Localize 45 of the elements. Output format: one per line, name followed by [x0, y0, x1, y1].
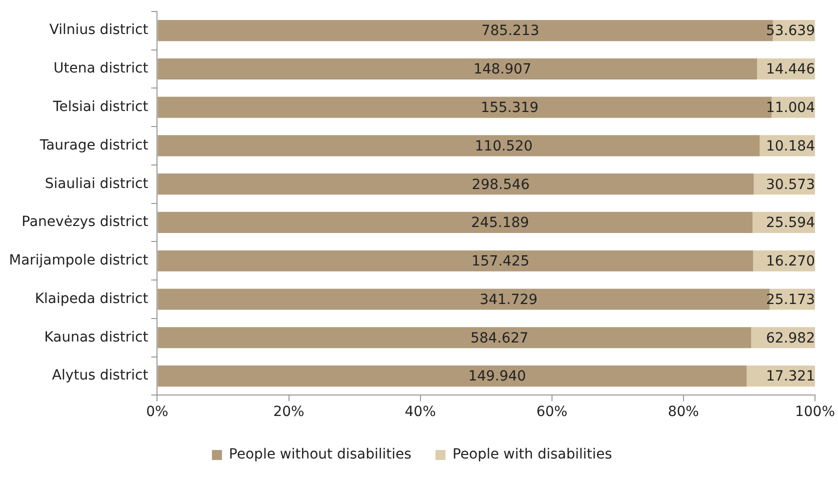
- annotation: 25.173: [766, 292, 815, 308]
- bar: [158, 135, 760, 156]
- annotation: 10.184: [766, 138, 816, 154]
- annotation: 62.982: [766, 330, 815, 346]
- y-tick-label: Panevėzys district: [22, 214, 149, 230]
- annotation: 298.546: [472, 176, 530, 193]
- x-tick-label: 60%: [536, 404, 568, 420]
- annotation: 584.627: [470, 330, 528, 346]
- annotation: 149.940: [468, 368, 526, 385]
- y-tick-label: Utena district: [54, 60, 149, 77]
- legend-label: People without disabilities: [228, 446, 412, 463]
- annotation: 30.573: [766, 176, 815, 193]
- y-tick-label: Klaipeda district: [34, 290, 149, 307]
- annotation: 14.446: [766, 62, 816, 78]
- y-tick-label: Taurage district: [38, 137, 149, 154]
- annotation: 155.319: [480, 100, 539, 116]
- x-tick-label: 80%: [668, 404, 699, 420]
- annotation: 110.520: [474, 138, 533, 154]
- legend-label: People with disabilities: [452, 446, 612, 463]
- annotation: 785.213: [481, 23, 540, 40]
- annotation: 148.907: [473, 62, 532, 78]
- y-tick-label: Vilnius district: [49, 22, 149, 38]
- y-tick-label: Marijampole district: [8, 252, 149, 269]
- y-tick-label: Siauliai district: [44, 176, 149, 192]
- annotation: 17.321: [766, 368, 815, 385]
- bar: [158, 365, 747, 387]
- x-tick-label: 20%: [273, 404, 304, 420]
- bar: [158, 327, 752, 348]
- bar: [158, 212, 752, 234]
- bar: [158, 58, 758, 80]
- annotation: 341.729: [480, 292, 538, 308]
- bar: [158, 174, 754, 195]
- annotation: 245.189: [471, 215, 530, 232]
- annotation: 16.270: [766, 254, 815, 270]
- annotation: 11.004: [766, 100, 816, 116]
- annotation: 53.639: [766, 23, 815, 40]
- y-tick-label: Telsiai district: [52, 98, 149, 115]
- annotation: 25.594: [766, 215, 816, 232]
- x-tick-label: 40%: [404, 404, 436, 420]
- x-tick-label: 100%: [794, 404, 836, 420]
- x-tick-label: 0%: [146, 404, 168, 420]
- annotation: 157.425: [471, 254, 530, 270]
- y-tick-label: Alytus district: [52, 368, 149, 384]
- y-tick-label: Kaunas district: [44, 329, 149, 346]
- bar: [158, 250, 754, 272]
